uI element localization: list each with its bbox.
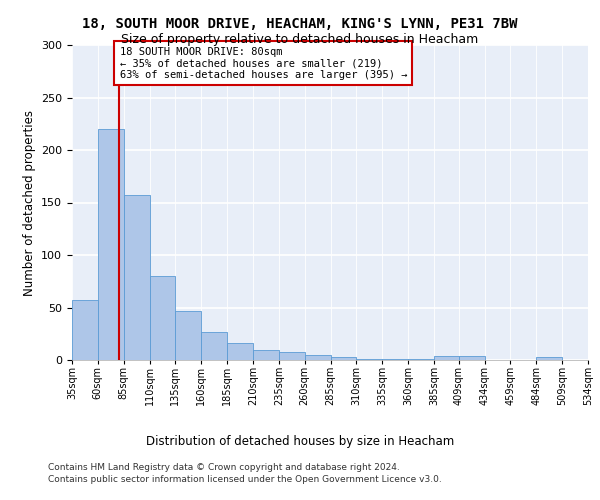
Bar xyxy=(305,355,331,360)
Bar xyxy=(588,358,600,360)
Bar xyxy=(382,359,408,360)
Bar xyxy=(175,310,201,360)
Text: 18, SOUTH MOOR DRIVE, HEACHAM, KING'S LYNN, PE31 7BW: 18, SOUTH MOOR DRIVE, HEACHAM, KING'S LY… xyxy=(82,18,518,32)
Bar xyxy=(253,350,279,360)
Bar xyxy=(536,357,562,360)
Bar xyxy=(201,332,227,360)
Bar xyxy=(356,359,382,360)
Text: 18 SOUTH MOOR DRIVE: 80sqm
← 35% of detached houses are smaller (219)
63% of sem: 18 SOUTH MOOR DRIVE: 80sqm ← 35% of deta… xyxy=(119,46,407,80)
Text: Size of property relative to detached houses in Heacham: Size of property relative to detached ho… xyxy=(121,32,479,46)
Text: Contains HM Land Registry data © Crown copyright and database right 2024.: Contains HM Land Registry data © Crown c… xyxy=(48,464,400,472)
Bar xyxy=(72,300,98,360)
Text: Contains public sector information licensed under the Open Government Licence v3: Contains public sector information licen… xyxy=(48,475,442,484)
Bar xyxy=(459,356,485,360)
Bar xyxy=(408,359,434,360)
Bar xyxy=(227,343,253,360)
Bar xyxy=(434,356,459,360)
Bar xyxy=(279,352,305,360)
Bar xyxy=(331,357,356,360)
Y-axis label: Number of detached properties: Number of detached properties xyxy=(23,110,35,296)
Bar xyxy=(98,129,124,360)
Text: Distribution of detached houses by size in Heacham: Distribution of detached houses by size … xyxy=(146,435,454,448)
Bar xyxy=(124,195,149,360)
Bar xyxy=(149,276,175,360)
